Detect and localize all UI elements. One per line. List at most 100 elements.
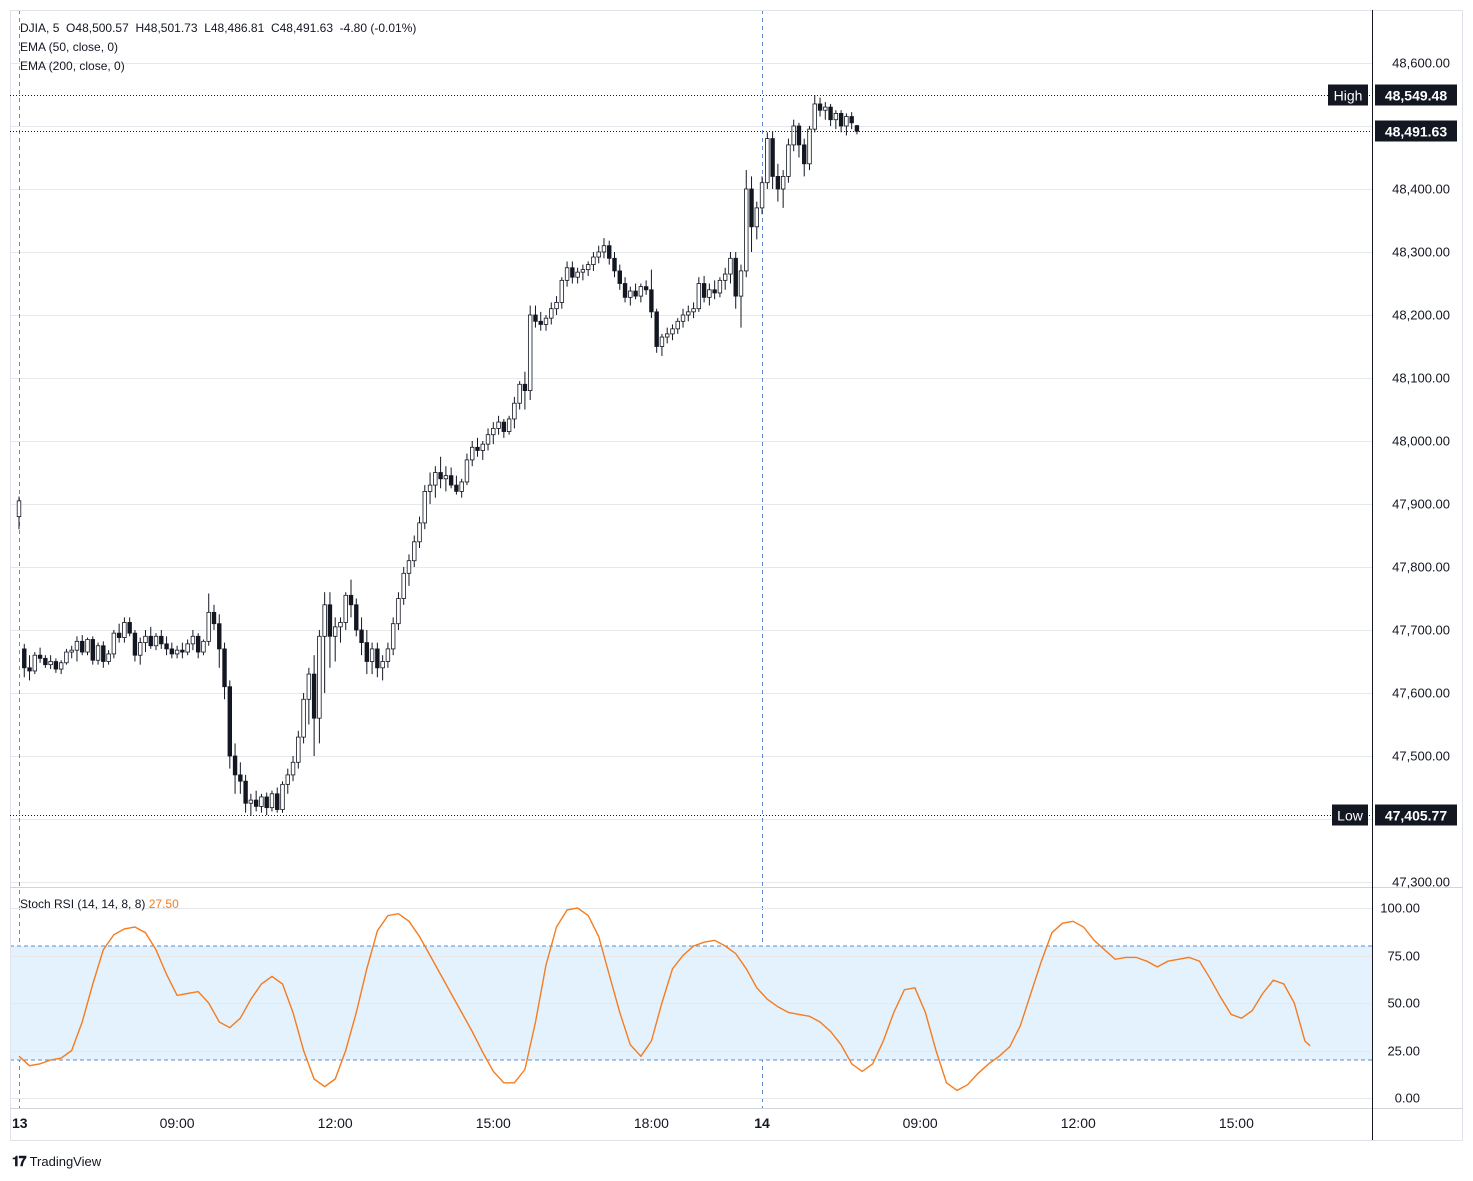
candle-body bbox=[754, 207, 759, 228]
candle-body bbox=[401, 572, 406, 599]
candle bbox=[765, 132, 770, 189]
candle-body bbox=[406, 560, 412, 574]
candle bbox=[206, 593, 211, 646]
candle-body bbox=[665, 333, 670, 338]
candle bbox=[506, 415, 512, 435]
candle-body bbox=[549, 308, 554, 319]
candle bbox=[369, 642, 375, 675]
candle-body bbox=[485, 434, 491, 445]
candle bbox=[422, 485, 427, 530]
candle-body bbox=[459, 481, 464, 492]
candle-body bbox=[749, 188, 754, 228]
stoch-rsi-value: 27.50 bbox=[148, 897, 179, 911]
time-tick-label: 18:00 bbox=[634, 1115, 669, 1131]
candle bbox=[659, 333, 665, 356]
candle-body bbox=[159, 635, 164, 645]
marker-price-tag-high bbox=[1375, 84, 1457, 106]
candlestick-series bbox=[16, 95, 860, 816]
candle bbox=[180, 642, 185, 659]
candle bbox=[338, 617, 343, 643]
candle bbox=[190, 630, 196, 651]
candle bbox=[596, 245, 601, 264]
candle bbox=[406, 554, 412, 586]
candle-body bbox=[422, 490, 427, 524]
legend-change: -4.80 (-0.01%) bbox=[339, 21, 417, 35]
candle bbox=[322, 592, 327, 693]
candle bbox=[480, 441, 485, 460]
candle-body bbox=[628, 290, 633, 298]
tradingview-branding[interactable]: 𝟏𝟕 TradingView bbox=[12, 1153, 101, 1170]
candle-body bbox=[101, 645, 106, 662]
candle-body bbox=[823, 106, 828, 111]
legend-ema-200[interactable]: EMA (200, close, 0) bbox=[20, 59, 125, 73]
candle bbox=[464, 453, 470, 486]
chart-frame bbox=[10, 10, 1463, 1141]
tradingview-name: TradingView bbox=[29, 1154, 102, 1169]
candle-body bbox=[53, 661, 59, 670]
stoch-tick-label: 0.00 bbox=[1395, 1091, 1420, 1106]
stoch-tick-label: 50.00 bbox=[1387, 996, 1420, 1011]
candle-body bbox=[775, 175, 781, 190]
candle bbox=[227, 680, 232, 769]
candle bbox=[448, 467, 454, 489]
candle bbox=[22, 643, 27, 678]
candle bbox=[538, 311, 543, 331]
candle-body bbox=[259, 796, 264, 807]
candle-body bbox=[591, 256, 596, 266]
candle-body bbox=[332, 626, 338, 637]
candle-body bbox=[496, 421, 501, 429]
candle-body bbox=[338, 622, 343, 628]
candle bbox=[253, 790, 259, 812]
candle bbox=[665, 327, 670, 344]
candle bbox=[617, 264, 622, 290]
candle-body bbox=[106, 653, 111, 662]
candle bbox=[517, 381, 522, 410]
candle-body bbox=[728, 257, 733, 275]
candle bbox=[554, 296, 559, 315]
candle bbox=[90, 636, 95, 665]
candle-body bbox=[838, 113, 844, 127]
candle-body bbox=[359, 629, 364, 644]
price-tick-label: 47,900.00 bbox=[1392, 497, 1450, 512]
candle bbox=[311, 655, 317, 756]
candle bbox=[138, 637, 143, 665]
candle-body bbox=[654, 311, 659, 347]
candle-body bbox=[670, 328, 675, 335]
candle bbox=[80, 635, 85, 656]
candle-body bbox=[791, 125, 796, 146]
candle-body bbox=[506, 418, 512, 432]
marker-price-low: 47,405.77 bbox=[1385, 808, 1447, 824]
legend-stoch-rsi[interactable]: Stoch RSI (14, 14, 8, 8) 27.50 bbox=[20, 897, 179, 911]
candle bbox=[380, 655, 385, 681]
candle-body bbox=[32, 654, 38, 672]
candle bbox=[580, 264, 586, 281]
marker-name-low: Low bbox=[1337, 808, 1364, 824]
candle bbox=[327, 592, 333, 668]
candle-body bbox=[517, 383, 522, 404]
candle-body bbox=[802, 144, 807, 165]
price-tick-label: 47,600.00 bbox=[1392, 686, 1450, 701]
candle bbox=[301, 693, 306, 744]
legend-ema-50[interactable]: EMA (50, close, 0) bbox=[20, 40, 119, 54]
candle bbox=[396, 592, 401, 630]
candle-body bbox=[253, 799, 259, 807]
candle-body bbox=[390, 623, 396, 650]
candle-body bbox=[738, 270, 744, 297]
candle-body bbox=[475, 446, 480, 451]
candle bbox=[269, 790, 275, 812]
candle-body bbox=[127, 622, 132, 634]
candle-body bbox=[311, 673, 317, 719]
candle-body bbox=[317, 635, 322, 719]
candle-body bbox=[95, 645, 101, 661]
candle-body bbox=[217, 623, 222, 650]
candle-body bbox=[296, 736, 301, 763]
candle bbox=[438, 456, 443, 489]
candle-body bbox=[264, 796, 269, 809]
candle bbox=[612, 252, 617, 278]
candle bbox=[159, 630, 164, 649]
candle bbox=[116, 623, 122, 643]
candle-body bbox=[701, 283, 707, 298]
candle bbox=[264, 792, 269, 816]
candle-body bbox=[58, 662, 64, 670]
